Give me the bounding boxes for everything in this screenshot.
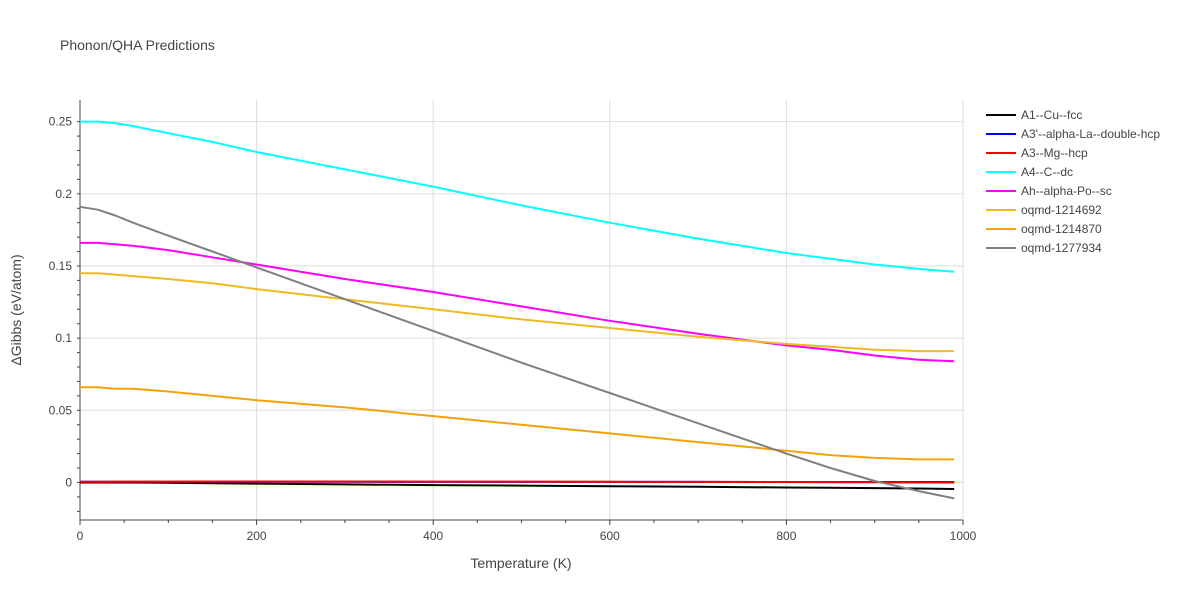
y-tick-label: 0.15 [49,259,73,273]
y-axis-label: ΔGibbs (eV/atom) [8,254,24,365]
y-tick-label: 0.2 [55,187,72,201]
axes: 0 200 400 600 800 1000 0 0.05 0.1 0.15 0.2 0.25 [49,100,977,543]
legend-label-oqmd-1214870: oqmd-1214870 [1021,222,1102,236]
y-tick-label: 0 [65,475,72,489]
x-tick-label: 1000 [950,529,977,543]
legend-label-a4-c-dc: A4--C--dc [1021,165,1073,179]
plot-area [79,120,955,500]
series-line-ah-alpha-po-sc [80,241,955,363]
y-tick-label: 0.05 [49,403,73,417]
x-tick-label: 0 [77,529,84,543]
legend-label-a1-cu-fcc: A1--Cu--fcc [1021,108,1082,122]
grid [80,100,964,520]
series-line-a4-c-dc [80,120,955,273]
y-tick-label: 0.25 [49,115,73,129]
x-tick-label: 800 [776,529,796,543]
x-tick-label: 400 [423,529,443,543]
chart-title: Phonon/QHA Predictions [60,37,215,53]
legend: A1--Cu--fcc A3'--alpha-La--double-hcp A3--… [986,108,1160,255]
x-tick-label: 600 [600,529,620,543]
series-line-oqmd-1214692 [80,272,955,353]
legend-label-a3-alpha-la-double-hcp: A3'--alpha-La--double-hcp [1021,127,1160,141]
y-tick-label: 0.1 [55,331,72,345]
series-line-oqmd-1277934 [79,205,955,500]
legend-label-a3-mg-hcp: A3--Mg--hcp [1021,146,1088,160]
x-tick-label: 200 [247,529,267,543]
legend-label-ah-alpha-po-sc: Ah--alpha-Po--sc [1021,184,1112,198]
legend-label-oqmd-1214692: oqmd-1214692 [1021,203,1102,217]
series-line-oqmd-1214870 [80,386,955,461]
legend-label-oqmd-1277934: oqmd-1277934 [1021,241,1102,255]
series-line-a3-mg-hcp [80,480,955,484]
series-line-a1-cu-fcc [80,481,955,490]
x-axis-label: Temperature (K) [470,555,571,571]
